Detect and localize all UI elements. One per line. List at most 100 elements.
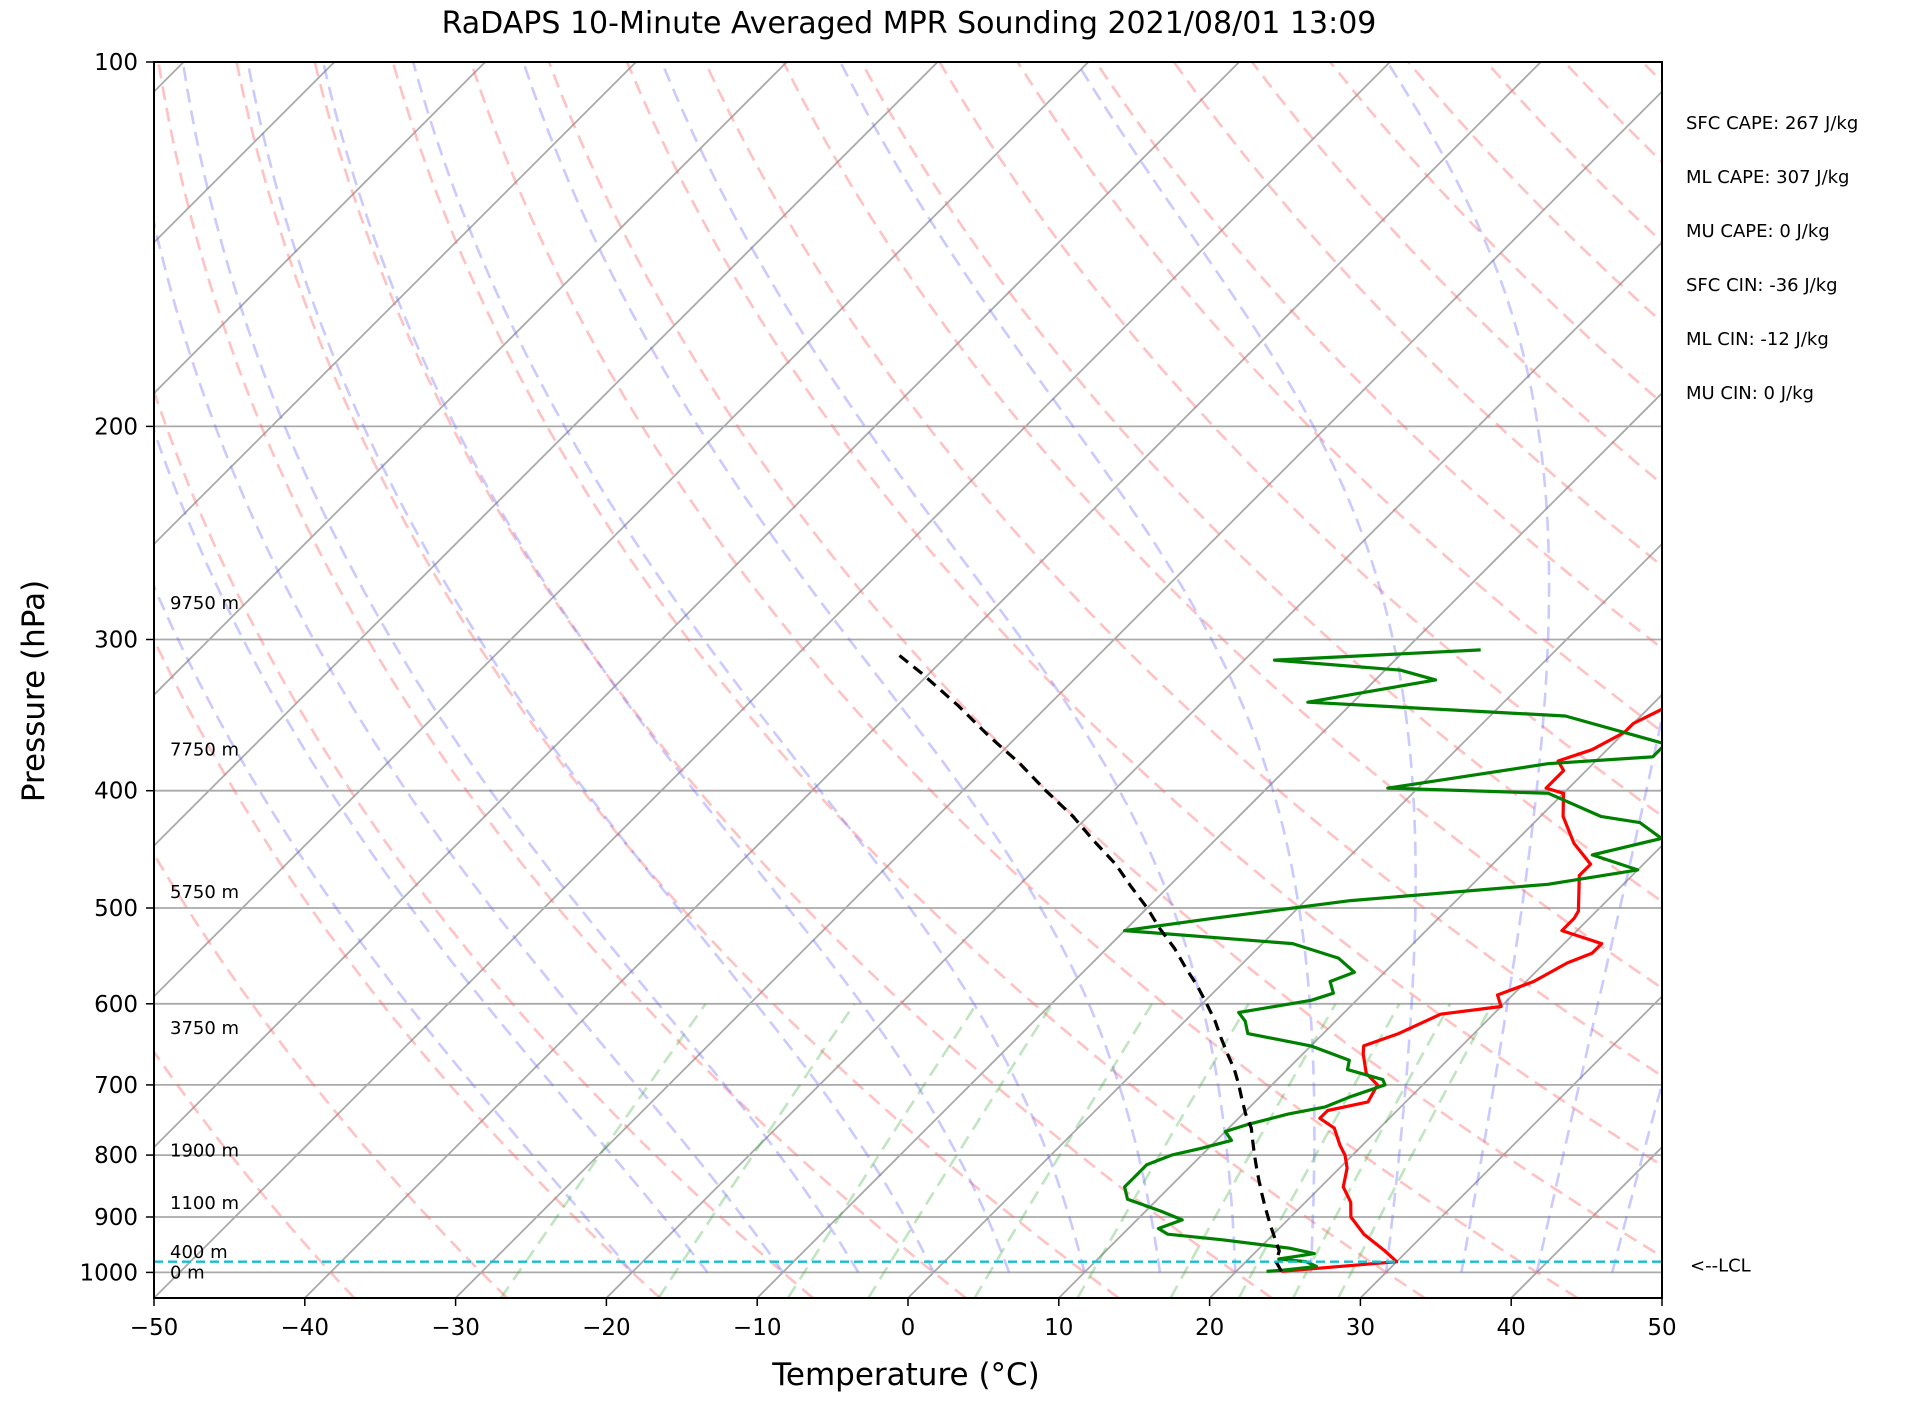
mixing-ratio-line <box>867 1003 1054 1298</box>
mixing-ratio-line <box>1337 1003 1494 1298</box>
height-label: 0 m <box>170 1262 205 1283</box>
x-tick-label: 10 <box>1044 1315 1073 1341</box>
x-tick-label: 30 <box>1346 1315 1375 1341</box>
moist-adiabat-line <box>660 62 1237 1273</box>
x-axis-label: Temperature (°C) <box>771 1357 1040 1393</box>
chart-title: RaDAPS 10-Minute Averaged MPR Sounding 2… <box>442 6 1377 41</box>
mixing-ratio-line <box>1291 1003 1452 1298</box>
mixing-ratio-line <box>1169 1003 1337 1298</box>
moist-adiabat-line <box>1610 1079 1662 1273</box>
x-tick-label: 0 <box>901 1315 916 1341</box>
moist-adiabat-line <box>839 62 1316 1273</box>
mixing-ratio-line <box>973 1003 1154 1298</box>
dry-adiabat-line <box>1250 62 1662 486</box>
moist-adiabat-line <box>321 62 1011 1273</box>
isotherm-line <box>1208 844 1662 1298</box>
isotherm-line <box>154 62 1240 1149</box>
mixing-ratio-line <box>1076 1003 1250 1298</box>
mixing-ratio-line <box>657 1003 856 1298</box>
isotherm-line <box>154 62 939 847</box>
dry-adiabat-line <box>625 62 1662 1168</box>
dry-adiabat-line <box>782 62 1662 990</box>
dry-adiabat-line <box>938 62 1662 818</box>
moist-adiabat-line <box>246 62 935 1273</box>
height-label: 7750 m <box>170 740 239 761</box>
moist-adiabat-line <box>154 426 709 1274</box>
isotherm-line <box>154 62 788 697</box>
x-tick-label: −20 <box>582 1315 631 1341</box>
height-label: 400 m <box>170 1242 228 1263</box>
moist-adiabat-line <box>1535 711 1662 1273</box>
dry-adiabat-line <box>704 62 1662 1078</box>
moist-adiabat-line <box>1075 62 1417 1273</box>
isotherm-line <box>1058 693 1662 1298</box>
index-label: ML CAPE: 307 J/kg <box>1686 167 1849 188</box>
isotherm-line <box>154 62 486 395</box>
x-tick-label: −10 <box>733 1315 782 1341</box>
dry-adiabat-line <box>1407 62 1662 324</box>
y-tick-label: 400 <box>94 779 138 805</box>
x-tick-label: 50 <box>1647 1315 1676 1341</box>
index-label: SFC CIN: -36 J/kg <box>1686 275 1838 296</box>
mixing-ratio-line <box>499 1003 707 1298</box>
dry-adiabat-line <box>1563 62 1662 164</box>
x-tick-label: 20 <box>1195 1315 1224 1341</box>
y-tick-label: 100 <box>94 50 138 76</box>
moist-adiabat-line <box>154 217 784 1274</box>
x-tick-label: −50 <box>130 1315 179 1341</box>
dry-adiabat-line <box>154 851 509 1298</box>
isotherm-line <box>154 62 637 546</box>
dry-adiabat-line <box>469 62 1579 1298</box>
y-axis-label: Pressure (hPa) <box>16 580 52 802</box>
dry-adiabat-line <box>1016 62 1662 734</box>
index-label: MU CAPE: 0 J/kg <box>1686 221 1830 242</box>
height-label: 3750 m <box>170 1018 239 1039</box>
label-layer: 9750 m 7750 m 5750 m 3750 m 1900 m 1100 m 400 … <box>170 113 1858 1283</box>
dry-adiabat-line <box>313 62 1273 1298</box>
dry-adiabat-line <box>1721 62 1911 1298</box>
y-tick-label: 300 <box>94 628 138 654</box>
dry-adiabat-line <box>154 387 814 1298</box>
dry-adiabat-line <box>154 636 661 1298</box>
y-tick-label: 700 <box>94 1073 138 1099</box>
isotherm-line <box>1661 1296 1662 1298</box>
isotherm-line <box>907 542 1662 1298</box>
moist-adiabat-line <box>411 62 1086 1273</box>
isotherm-line <box>454 90 1662 1298</box>
lcl-label: <--LCL <box>1690 1256 1751 1277</box>
dry-adiabat-line <box>391 62 1426 1298</box>
isotherm-line <box>1359 995 1662 1298</box>
sounding-line-0 <box>1281 707 1662 1273</box>
dry-adiabat-line <box>547 62 1662 1259</box>
y-tick-label: 800 <box>94 1143 138 1169</box>
tick-layer: −50 −40 −30 −20 −10 0 10 20 30 40 50 100 200 300 400 50… <box>79 50 1676 1341</box>
height-label: 9750 m <box>170 593 239 614</box>
height-label: 1100 m <box>170 1193 239 1214</box>
series-layer <box>154 648 1662 1273</box>
dry-adiabat-line <box>1485 62 1662 244</box>
isotherm-line <box>154 62 1090 998</box>
index-label: ML CIN: -12 J/kg <box>1686 329 1829 350</box>
sounding-line-2 <box>895 652 1283 1273</box>
index-label: SFC CAPE: 267 J/kg <box>1686 113 1858 134</box>
x-tick-label: −40 <box>281 1315 330 1341</box>
moist-adiabat-line <box>522 62 1162 1273</box>
y-tick-label: 900 <box>94 1205 138 1231</box>
isotherm-line <box>154 62 1391 1298</box>
isotherm-line <box>756 391 1662 1298</box>
isotherm-line <box>605 241 1662 1298</box>
y-tick-label: 200 <box>94 414 138 440</box>
mixing-ratio-line <box>786 1003 978 1298</box>
y-tick-label: 600 <box>94 992 138 1018</box>
moist-adiabat-line <box>1386 62 1551 1273</box>
height-label: 1900 m <box>170 1140 239 1161</box>
x-tick-label: −30 <box>431 1315 480 1341</box>
height-label: 5750 m <box>170 882 239 903</box>
dry-adiabat-line <box>1641 62 1662 84</box>
dry-adiabat-line <box>1172 62 1662 568</box>
dry-adiabat-line <box>1329 62 1662 405</box>
y-tick-label: 1000 <box>79 1260 138 1286</box>
dry-adiabat-line <box>1094 62 1662 650</box>
index-label: MU CIN: 0 J/kg <box>1686 383 1814 404</box>
